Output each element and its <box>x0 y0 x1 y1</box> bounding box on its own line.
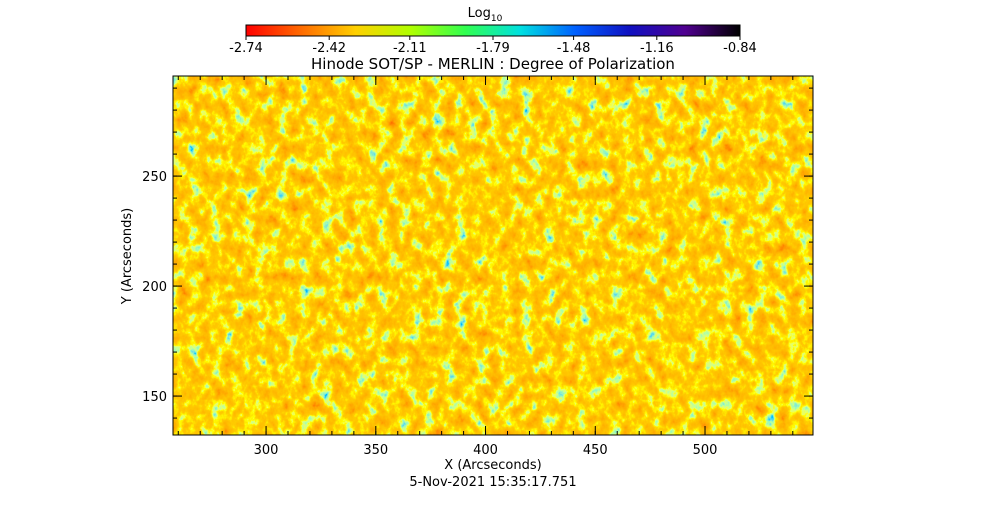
colorbar-tick-label: -1.79 <box>476 41 510 56</box>
x-tick-label: 350 <box>363 443 388 458</box>
colorbar <box>245 24 741 37</box>
colorbar-tick-label: -1.16 <box>640 41 674 56</box>
y-tick-label: 150 <box>142 390 167 405</box>
chart-title: Hinode SOT/SP - MERLIN : Degree of Polar… <box>311 55 675 73</box>
y-tick-label: 250 <box>142 170 167 185</box>
plot-frame <box>172 75 814 436</box>
colorbar-tick-label: -2.42 <box>312 41 346 56</box>
x-tick-label: 450 <box>583 443 608 458</box>
y-axis-label: Y (Arcseconds) <box>120 208 135 305</box>
colorbar-tick-label: -0.84 <box>723 41 757 56</box>
x-tick-label: 300 <box>254 443 279 458</box>
colorbar-tick-label: -2.11 <box>393 41 427 56</box>
colorbar-title: Log10 <box>468 6 503 24</box>
colorbar-tick-label: -1.48 <box>557 41 591 56</box>
x-tick-label: 400 <box>473 443 498 458</box>
polarization-image <box>173 76 813 435</box>
timestamp: 5-Nov-2021 15:35:17.751 <box>409 475 576 490</box>
colorbar-tick-label: -2.74 <box>229 41 263 56</box>
x-tick-label: 500 <box>693 443 718 458</box>
y-tick-label: 200 <box>142 280 167 295</box>
x-axis-label: X (Arcseconds) <box>444 458 541 473</box>
